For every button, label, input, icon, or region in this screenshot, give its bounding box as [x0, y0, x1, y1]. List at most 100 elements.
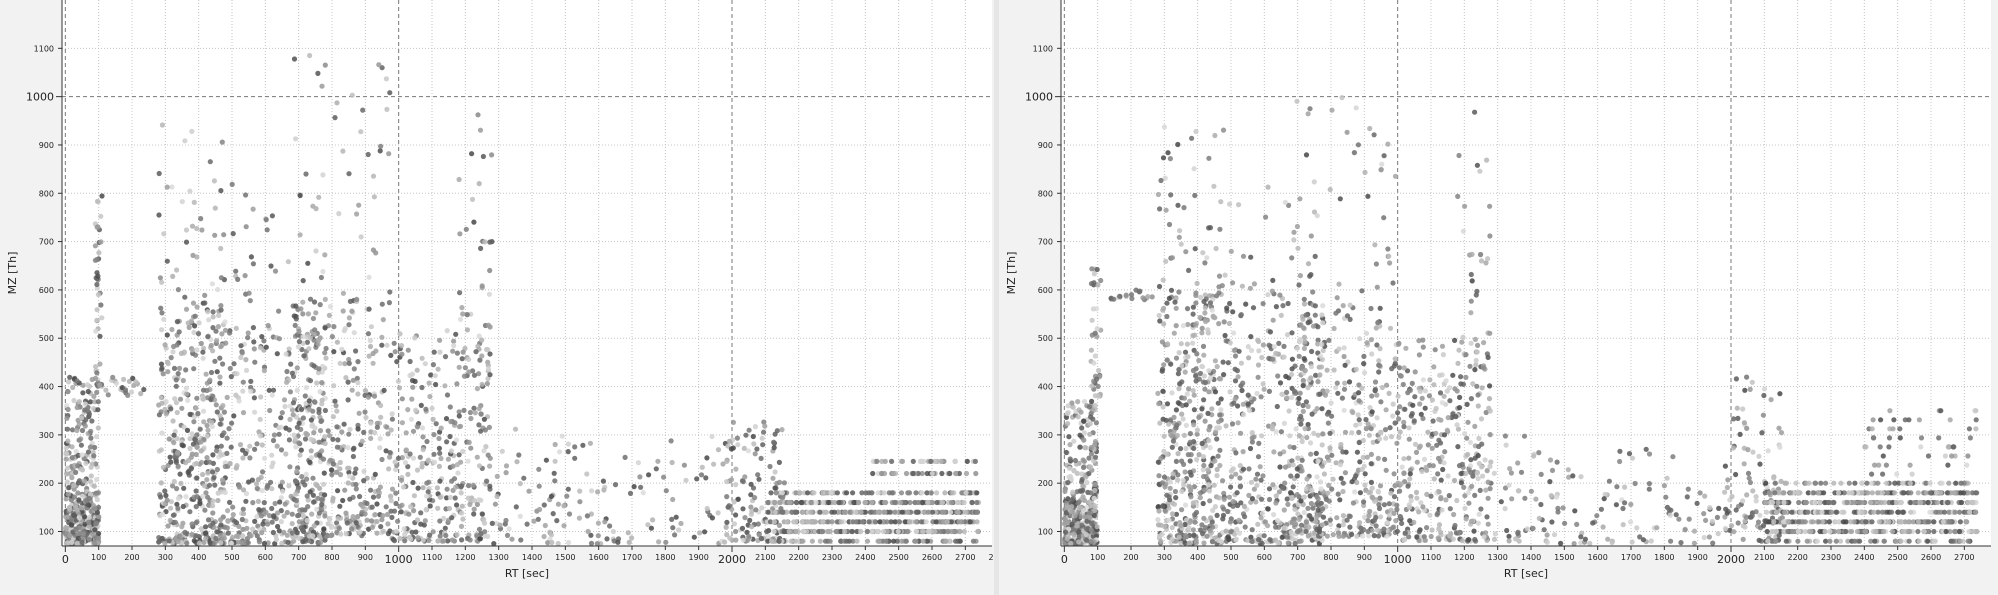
data-point	[415, 535, 421, 541]
data-point	[228, 444, 234, 450]
data-point	[812, 519, 818, 525]
data-point	[896, 519, 903, 525]
data-point	[577, 499, 583, 505]
data-point	[204, 380, 210, 386]
data-point	[1299, 457, 1305, 463]
data-point	[1175, 371, 1181, 377]
data-point	[207, 459, 213, 465]
data-point	[898, 490, 905, 496]
data-point	[1301, 494, 1307, 500]
data-point	[449, 515, 455, 521]
data-point	[200, 355, 206, 361]
data-point	[1241, 503, 1247, 509]
data-point	[208, 397, 214, 403]
data-point	[1220, 127, 1227, 133]
data-point	[191, 419, 197, 425]
data-point	[252, 409, 258, 415]
data-point	[300, 278, 306, 284]
data-point	[1356, 429, 1362, 435]
data-point	[1310, 505, 1316, 511]
data-point	[1070, 489, 1076, 495]
data-point	[301, 353, 307, 359]
data-point	[209, 419, 215, 425]
data-point	[668, 438, 674, 444]
data-point	[1173, 458, 1179, 464]
data-point	[892, 499, 898, 506]
data-point	[303, 171, 309, 177]
data-point	[295, 513, 301, 519]
data-point	[261, 368, 267, 374]
data-point	[1214, 293, 1220, 299]
data-point	[258, 394, 264, 400]
chart-panel-left: 0 100 200 300 400 500 600 700 800 900 1000 1100 1200…	[6, 0, 994, 580]
data-point	[346, 315, 352, 321]
data-point	[157, 275, 163, 281]
data-point	[1175, 451, 1181, 457]
data-point	[284, 532, 290, 538]
data-point	[444, 328, 450, 334]
data-point	[799, 538, 805, 544]
data-point	[1185, 321, 1191, 328]
data-point	[938, 528, 944, 535]
data-point	[335, 516, 341, 522]
data-point	[1251, 486, 1257, 492]
data-point	[1363, 426, 1369, 432]
data-point	[1098, 277, 1104, 284]
data-point	[584, 513, 591, 519]
data-point	[1168, 192, 1174, 198]
data-point	[817, 538, 823, 544]
data-point	[271, 432, 277, 438]
data-point	[313, 248, 319, 254]
data-point	[161, 316, 167, 322]
data-point	[315, 70, 321, 76]
data-point	[227, 330, 233, 336]
data-point	[1353, 366, 1359, 372]
data-point	[580, 442, 586, 448]
data-point	[1367, 405, 1373, 411]
x-tick-label: 1300	[488, 553, 508, 562]
data-point	[287, 416, 293, 422]
data-point	[720, 461, 726, 467]
data-point	[1207, 300, 1213, 306]
data-point	[422, 361, 428, 367]
data-point	[389, 486, 396, 492]
data-point	[322, 434, 328, 440]
data-point	[304, 432, 311, 438]
data-point	[1208, 463, 1214, 469]
data-point	[221, 409, 227, 415]
data-point	[1315, 379, 1321, 385]
data-point	[1083, 474, 1089, 480]
data-point	[1221, 319, 1227, 325]
data-point	[389, 411, 395, 417]
data-point	[1175, 202, 1181, 208]
data-point	[1315, 432, 1321, 438]
data-point	[79, 505, 85, 511]
data-point	[741, 445, 747, 451]
data-point	[640, 490, 646, 496]
data-point	[919, 499, 926, 506]
data-point	[349, 387, 355, 393]
data-point	[231, 361, 237, 367]
data-point	[357, 529, 363, 535]
data-point	[655, 458, 661, 464]
data-point	[345, 445, 351, 451]
data-point	[92, 444, 98, 451]
data-point	[279, 410, 285, 416]
data-point	[372, 471, 378, 477]
data-point	[1194, 280, 1200, 286]
data-point	[779, 427, 785, 433]
data-point	[1160, 155, 1167, 161]
data-point	[461, 407, 467, 413]
data-point	[367, 338, 373, 344]
data-point	[711, 461, 717, 467]
data-point	[1304, 486, 1310, 492]
data-point	[263, 344, 269, 350]
data-point	[274, 351, 280, 357]
data-point	[240, 506, 246, 512]
data-point	[1357, 490, 1363, 496]
data-point	[1066, 434, 1072, 440]
data-point	[434, 485, 440, 491]
data-point	[899, 458, 906, 464]
data-point	[239, 350, 245, 356]
data-point	[1374, 415, 1380, 421]
